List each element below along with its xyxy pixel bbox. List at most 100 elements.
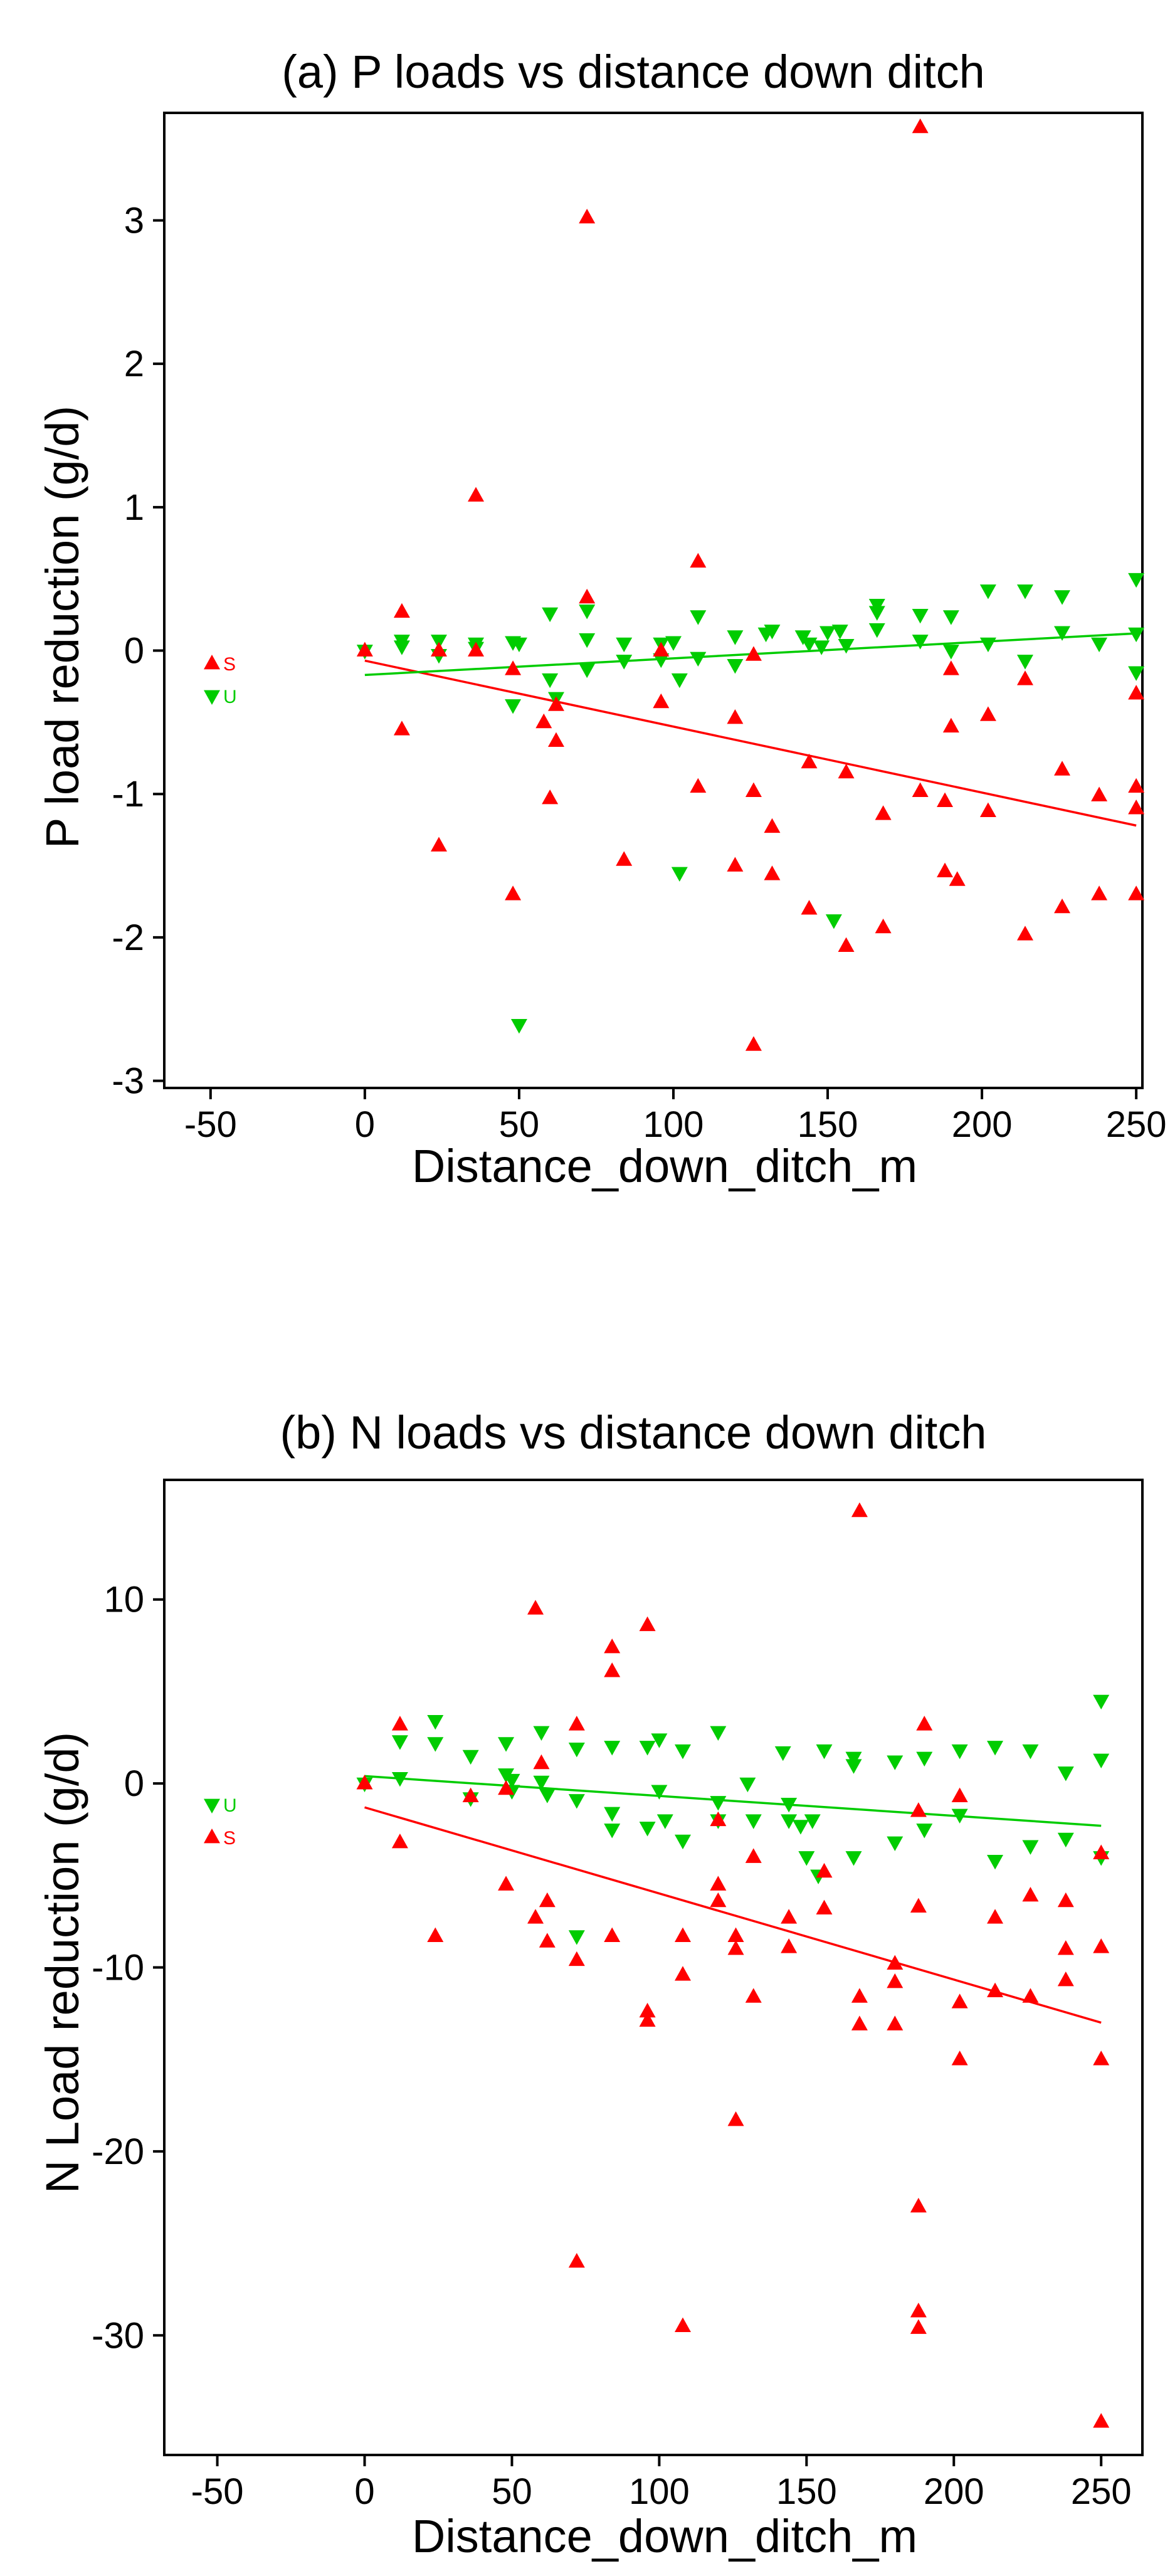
point-u: [542, 607, 559, 623]
point-s: [910, 1898, 927, 1913]
point-s: [604, 1662, 621, 1677]
point-u: [1054, 626, 1071, 641]
point-s: [710, 1892, 727, 1908]
point-s: [942, 717, 959, 733]
point-s: [690, 552, 707, 568]
point-s: [579, 588, 596, 604]
point-u: [1057, 1832, 1074, 1848]
point-s: [1022, 1988, 1039, 2003]
point-s: [1091, 885, 1108, 900]
x-tick-label: 200: [924, 2471, 984, 2512]
point-u: [639, 1741, 656, 1756]
point-s: [1057, 1940, 1074, 1955]
point-s: [745, 1848, 762, 1863]
y-tick-label: 2: [124, 344, 144, 384]
point-s: [690, 778, 707, 793]
point-u: [942, 610, 959, 625]
point-s: [781, 1938, 798, 1953]
x-tick-label: 250: [1106, 1104, 1167, 1145]
point-s: [616, 851, 633, 866]
point-s: [979, 706, 996, 721]
point-u: [393, 640, 410, 655]
x-tick-label: -50: [191, 2471, 244, 2512]
point-s: [987, 1982, 1004, 1998]
point-s: [468, 641, 485, 657]
point-s: [951, 2051, 968, 2066]
point-u: [845, 1751, 862, 1767]
point-s: [710, 1876, 727, 1891]
point-u: [845, 1851, 862, 1866]
point-u: [727, 630, 744, 645]
panel-a-x-ticks: -50 0 50 100 150 200 250: [184, 1088, 1167, 1145]
point-u: [1054, 590, 1071, 605]
point-s: [674, 1966, 691, 1981]
point-u: [942, 645, 959, 660]
point-s: [745, 1988, 762, 2003]
point-u: [542, 673, 559, 689]
point-s: [912, 118, 929, 134]
point-s: [764, 818, 781, 833]
panel-a-y-ticks: -3 -2 -1 0 1 2 3: [112, 201, 164, 1102]
point-s: [851, 1502, 868, 1518]
point-u: [427, 1714, 444, 1730]
point-u: [510, 1019, 527, 1034]
point-s: [1091, 786, 1108, 801]
point-s: [505, 660, 522, 675]
point-u: [539, 1788, 556, 1803]
point-s: [745, 646, 762, 661]
point-u: [533, 1775, 550, 1791]
point-u: [1057, 1766, 1074, 1782]
point-s: [851, 1988, 868, 2003]
point-s: [427, 1927, 444, 1942]
point-u: [887, 1836, 904, 1852]
point-s: [937, 862, 954, 878]
point-u: [781, 1798, 798, 1813]
y-tick-label: -1: [112, 774, 144, 815]
point-u: [656, 1814, 673, 1829]
point-u: [739, 1777, 756, 1793]
point-s: [579, 208, 596, 224]
point-s: [539, 1892, 556, 1908]
point-u: [579, 604, 596, 620]
point-u: [651, 1785, 668, 1800]
point-u: [427, 1737, 444, 1752]
point-s: [356, 641, 373, 657]
point-u: [639, 1822, 656, 1837]
point-u: [579, 663, 596, 678]
point-u: [804, 1814, 821, 1829]
point-s: [910, 2319, 927, 2334]
point-u: [616, 637, 633, 653]
point-u: [1128, 666, 1145, 681]
point-s: [727, 1940, 744, 1955]
point-s: [912, 782, 929, 797]
panel-b-plot-frame: [163, 1479, 1144, 2456]
point-s: [1022, 1887, 1039, 1902]
legend-label-s: S: [223, 654, 236, 675]
point-s: [910, 2197, 927, 2213]
point-s: [604, 1638, 621, 1654]
point-s: [1093, 1844, 1110, 1859]
point-s: [816, 1899, 833, 1914]
point-s: [1057, 1971, 1074, 1987]
y-tick-label: -30: [92, 2315, 144, 2356]
point-u: [1093, 1694, 1110, 1710]
point-u: [816, 1744, 833, 1760]
point-s: [1054, 898, 1071, 914]
point-s: [1016, 926, 1033, 941]
point-s: [949, 871, 966, 886]
point-u: [798, 1851, 815, 1866]
point-u: [951, 1744, 968, 1760]
point-u: [690, 652, 707, 667]
legend-marker-s: [204, 654, 220, 670]
x-tick-label: 0: [355, 1104, 375, 1145]
x-tick-label: 100: [643, 1104, 704, 1145]
point-s: [838, 763, 855, 779]
point-u: [674, 1834, 691, 1850]
legend-label-s: S: [223, 1828, 236, 1849]
point-s: [533, 1754, 550, 1770]
y-tick-label: -20: [92, 2131, 144, 2172]
fit-line-u: [364, 1775, 1102, 1827]
panel-a-plot-frame: [163, 112, 1144, 1089]
point-u: [1091, 637, 1108, 653]
legend-label-u: U: [223, 1795, 237, 1816]
